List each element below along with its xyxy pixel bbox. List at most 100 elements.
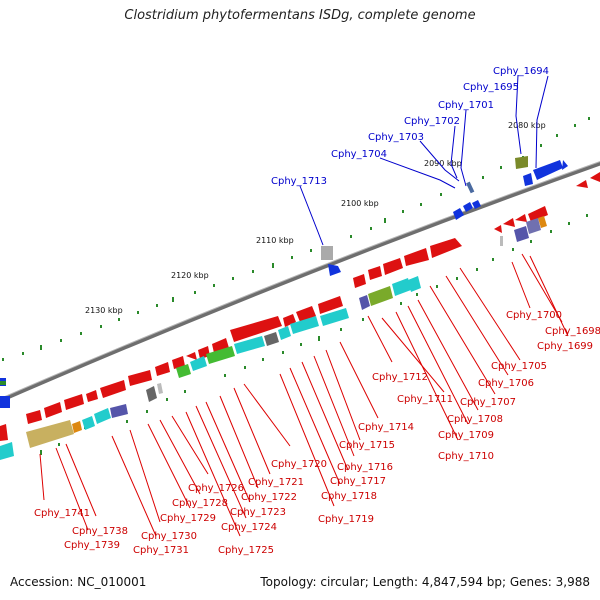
- gene-arrow-reverse[interactable]: [172, 356, 185, 369]
- gene-label-bottom[interactable]: Cphy_1710: [438, 451, 494, 462]
- gene-arrow-reverse[interactable]: [503, 218, 515, 227]
- gene-label-bottom[interactable]: Cphy_1721: [248, 477, 304, 488]
- gene-arrow-reverse[interactable]: [128, 370, 152, 386]
- gene-arrow-forward[interactable]: [523, 173, 533, 186]
- gene-label-bottom[interactable]: Cphy_1723: [230, 507, 286, 518]
- gene-arrow-reverse[interactable]: [86, 390, 98, 402]
- gene-block-olive[interactable]: [26, 420, 74, 448]
- gene-arrow-reverse[interactable]: [64, 394, 84, 410]
- gene-arrow-reverse[interactable]: [404, 248, 429, 266]
- gene-label-bottom[interactable]: Cphy_1699: [537, 341, 593, 352]
- gene-label-top[interactable]: Cphy_1701: [438, 100, 494, 111]
- gene-label-bottom[interactable]: Cphy_1724: [221, 522, 277, 533]
- gene-block-purple[interactable]: [359, 295, 370, 310]
- gene-block-cyan[interactable]: [94, 408, 111, 424]
- gene-label-top[interactable]: Cphy_1694: [493, 66, 549, 77]
- gene-block-darkgrey[interactable]: [264, 332, 279, 346]
- gene-block-orange[interactable]: [72, 421, 82, 433]
- gene-block-orange[interactable]: [538, 216, 547, 228]
- gene-label-bottom[interactable]: Cphy_1700: [506, 310, 562, 321]
- gene-arrow-reverse[interactable]: [576, 180, 588, 188]
- gene-label-bottom[interactable]: Cphy_1738: [72, 526, 128, 537]
- gene-block-purple[interactable]: [110, 404, 128, 418]
- gene-label-bottom[interactable]: Cphy_1705: [491, 361, 547, 372]
- gene-label-bottom[interactable]: Cphy_1719: [318, 514, 374, 525]
- gene-label-bottom[interactable]: Cphy_1741: [34, 508, 90, 519]
- gene-label-bottom[interactable]: Cphy_1729: [160, 513, 216, 524]
- gene-arrow-forward[interactable]: [533, 160, 563, 180]
- gene-block-cyan[interactable]: [408, 276, 421, 292]
- gene-label-bottom[interactable]: Cphy_1711: [397, 394, 453, 405]
- gene-block-forward-edge[interactable]: [0, 396, 10, 408]
- gene-label-bottom[interactable]: Cphy_1707: [460, 397, 516, 408]
- gene-arrow-reverse[interactable]: [296, 306, 316, 322]
- gene-block-steel[interactable]: [466, 181, 475, 194]
- gene-block-olive[interactable]: [515, 156, 528, 169]
- gene-label-bottom[interactable]: Cphy_1712: [372, 372, 428, 383]
- gene-block-cyan[interactable]: [320, 308, 349, 326]
- gene-arrow-forward[interactable]: [463, 202, 473, 212]
- gene-label-bottom[interactable]: Cphy_1709: [438, 430, 494, 441]
- gene-arrow-reverse[interactable]: [100, 380, 126, 398]
- gene-block-grey[interactable]: [321, 246, 333, 260]
- gene-label-bottom[interactable]: Cphy_1720: [271, 459, 327, 470]
- gene-label-bottom[interactable]: Cphy_1714: [358, 422, 414, 433]
- gene-block-cyan[interactable]: [234, 336, 265, 354]
- gene-block-olive[interactable]: [368, 286, 393, 306]
- gene-arrow-reverse[interactable]: [26, 410, 42, 424]
- gene-block-forward-edge-small[interactable]: [0, 381, 6, 385]
- gene-label-bottom[interactable]: Cphy_1716: [337, 462, 393, 473]
- gene-arrow-reverse[interactable]: [318, 296, 343, 314]
- gene-block-purple[interactable]: [514, 226, 529, 242]
- gene-block-cyan[interactable]: [82, 416, 95, 430]
- gene-arrow-reverse[interactable]: [44, 402, 62, 418]
- gene-arrow-forward[interactable]: [472, 200, 481, 209]
- gene-label-bottom[interactable]: Cphy_1717: [330, 476, 386, 487]
- gene-label-bottom[interactable]: Cphy_1708: [447, 414, 503, 425]
- gene-arrow-reverse[interactable]: [230, 316, 282, 342]
- gene-arrow-forward[interactable]: [328, 264, 341, 276]
- gene-label-top[interactable]: Cphy_1704: [331, 149, 387, 160]
- gene-arrow-reverse[interactable]: [368, 266, 382, 280]
- gene-block-cyan[interactable]: [278, 326, 291, 340]
- gene-arrow-reverse[interactable]: [186, 352, 197, 360]
- gene-block-grey[interactable]: [146, 386, 157, 402]
- gene-arrow-reverse[interactable]: [430, 238, 462, 258]
- gene-label-bottom[interactable]: Cphy_1725: [218, 545, 274, 556]
- gene-arrow-reverse[interactable]: [155, 362, 170, 376]
- gene-label-bottom[interactable]: Cphy_1722: [241, 492, 297, 503]
- gene-label-top[interactable]: Cphy_1702: [404, 116, 460, 127]
- gene-block-light[interactable]: [157, 383, 163, 394]
- kbp-label: 2110 kbp: [256, 236, 294, 245]
- gene-label-bottom[interactable]: Cphy_1739: [64, 540, 120, 551]
- gene-arrow-reverse[interactable]: [0, 424, 8, 441]
- gene-label-bottom[interactable]: Cphy_1706: [478, 378, 534, 389]
- gene-label-bottom[interactable]: Cphy_1731: [133, 545, 189, 556]
- gene-label-bottom[interactable]: Cphy_1718: [321, 491, 377, 502]
- gene-label-top[interactable]: Cphy_1703: [368, 132, 424, 143]
- gene-label-bottom[interactable]: Cphy_1730: [141, 531, 197, 542]
- gene-block-cyan[interactable]: [290, 316, 319, 334]
- gene-arrow-reverse[interactable]: [528, 206, 548, 222]
- gene-block-purple[interactable]: [526, 218, 541, 234]
- gene-arrow-reverse[interactable]: [494, 225, 502, 233]
- gene-label-bottom[interactable]: Cphy_1698: [545, 326, 600, 337]
- gene-block-cyan[interactable]: [190, 356, 207, 371]
- gene-label-top[interactable]: Cphy_1713: [271, 176, 327, 187]
- gene-block-cyan[interactable]: [392, 278, 411, 296]
- gene-arrow-reverse[interactable]: [515, 214, 527, 222]
- gene-block-green[interactable]: [206, 346, 235, 364]
- gene-arrow-forward[interactable]: [562, 160, 568, 170]
- gene-label-bottom[interactable]: Cphy_1728: [172, 498, 228, 509]
- gene-arrow-reverse[interactable]: [353, 274, 366, 288]
- gene-block-cyan[interactable]: [0, 442, 14, 460]
- gene-label-bottom[interactable]: Cphy_1726: [188, 483, 244, 494]
- gene-arrow-reverse[interactable]: [383, 258, 403, 275]
- gene-block-green[interactable]: [176, 364, 191, 378]
- gene-arrow-forward[interactable]: [453, 208, 464, 220]
- gene-arrow-reverse[interactable]: [283, 314, 296, 327]
- gene-label-top[interactable]: Cphy_1695: [463, 82, 519, 93]
- gene-label-bottom[interactable]: Cphy_1715: [339, 440, 395, 451]
- gene-block-light[interactable]: [500, 236, 503, 246]
- gene-arrow-reverse[interactable]: [590, 172, 600, 182]
